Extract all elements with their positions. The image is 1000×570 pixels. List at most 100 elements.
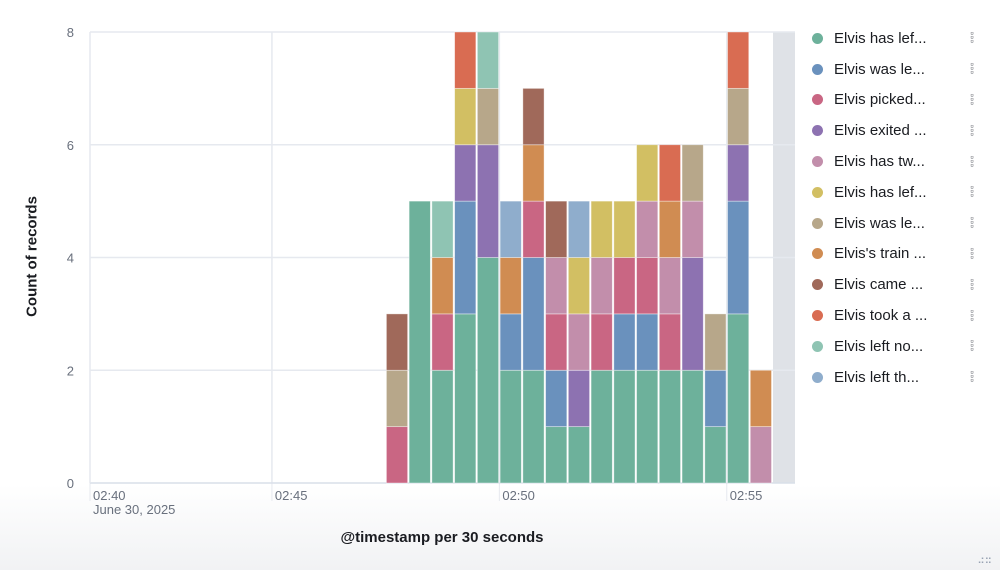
legend-actions-icon[interactable]: ▫ ▫ ▫ <box>970 182 974 201</box>
bar-segment <box>454 200 477 315</box>
bar-segment <box>476 87 500 146</box>
legend-actions-icon[interactable]: ▫ ▫ ▫ <box>970 367 974 386</box>
bar-segment <box>522 200 545 258</box>
legend-actions-icon[interactable]: ▫ ▫ ▫ <box>970 274 974 293</box>
legend-item[interactable]: Elvis was le... ▫ ▫ ▫ <box>812 208 987 239</box>
bar-segment <box>545 313 568 371</box>
bar-segment <box>499 257 522 315</box>
legend-item[interactable]: Elvis picked... ▫ ▫ ▫ <box>812 85 987 116</box>
bar-segment <box>476 144 500 258</box>
bar-segment <box>431 257 454 315</box>
bar-segment <box>658 257 681 315</box>
bar-segment <box>454 144 477 202</box>
legend-color-dot-icon <box>812 156 823 168</box>
legend-color-dot-icon <box>812 340 823 352</box>
bar-segment <box>545 369 568 428</box>
legend: Elvis has lef... ▫ ▫ ▫ Elvis was le... ▫ ▫ ▫ Elv… <box>812 23 987 393</box>
legend-item-label: Elvis was le... <box>834 60 925 78</box>
legend-actions-icon[interactable]: ▫ ▫ ▫ <box>970 336 974 355</box>
y-tick-label: 4 <box>67 251 74 266</box>
legend-item[interactable]: Elvis's train ... ▫ ▫ ▫ <box>812 239 987 270</box>
legend-actions-icon[interactable]: ▫ ▫ ▫ <box>970 213 974 232</box>
legend-item[interactable]: Elvis came ... ▫ ▫ ▫ <box>812 269 987 300</box>
legend-actions-icon[interactable]: ▫ ▫ ▫ <box>970 120 974 139</box>
legend-actions-icon[interactable]: ▫ ▫ ▫ <box>970 305 974 324</box>
bar-segment <box>499 369 522 484</box>
bar-segment <box>727 31 750 89</box>
bar-segment <box>704 369 727 428</box>
bar-segment <box>522 144 545 202</box>
legend-item-label: Elvis took a ... <box>834 307 928 325</box>
legend-actions-icon[interactable]: ▫ ▫ ▫ <box>970 59 974 78</box>
legend-item[interactable]: Elvis left no... ▫ ▫ ▫ <box>812 331 987 362</box>
legend-color-dot-icon <box>812 371 823 383</box>
legend-actions-icon[interactable]: ▫ ▫ ▫ <box>970 243 974 262</box>
legend-color-dot-icon <box>812 279 823 291</box>
legend-item-label: Elvis was le... <box>834 214 925 232</box>
bar-segment <box>590 200 613 258</box>
legend-actions-icon[interactable]: ▫ ▫ ▫ <box>970 28 974 47</box>
bar-segment <box>636 200 659 258</box>
legend-item-label: Elvis has lef... <box>834 29 927 47</box>
x-tick-label: 02:50 <box>502 488 535 503</box>
legend-color-dot-icon <box>812 186 823 198</box>
bar-segment <box>476 31 500 89</box>
bar-segment <box>454 313 477 484</box>
bar-segment <box>590 313 613 371</box>
bar-segment <box>658 313 681 371</box>
bar-segment <box>454 31 477 89</box>
bar-segment <box>545 257 568 315</box>
legend-item-label: Elvis left th... <box>834 368 920 386</box>
legend-color-dot-icon <box>812 248 823 260</box>
bar-segment <box>408 200 431 484</box>
legend-item[interactable]: Elvis has tw... ▫ ▫ ▫ <box>812 146 987 177</box>
legend-item-label: Elvis has tw... <box>834 153 925 171</box>
bar-segment <box>385 426 409 484</box>
bar-segment <box>658 200 681 258</box>
bar-segment <box>613 257 636 315</box>
y-tick-label: 2 <box>67 363 74 378</box>
legend-color-dot-icon <box>812 63 823 75</box>
legend-item[interactable]: Elvis was le... ▫ ▫ ▫ <box>812 54 987 85</box>
x-tick-label: 02:40 <box>93 488 126 503</box>
legend-item[interactable]: Elvis left th... ▫ ▫ ▫ <box>812 362 987 393</box>
bar-segment <box>567 426 590 484</box>
legend-color-dot-icon <box>812 125 823 137</box>
bar-segment <box>727 200 750 315</box>
bar-segment <box>431 313 454 371</box>
y-tick-label: 6 <box>67 138 74 153</box>
bar-segment <box>613 200 636 258</box>
bar-segment <box>567 200 590 258</box>
legend-actions-icon[interactable]: ▫ ▫ ▫ <box>970 151 974 170</box>
bar-segment <box>454 87 477 146</box>
x-axis-title: @timestamp per 30 seconds <box>340 529 544 546</box>
bar-segment <box>499 313 522 371</box>
bar-segment <box>590 369 613 484</box>
legend-item[interactable]: Elvis took a ... ▫ ▫ ▫ <box>812 300 987 331</box>
bar-segment <box>567 313 590 371</box>
legend-item[interactable]: Elvis has lef... ▫ ▫ ▫ <box>812 23 987 54</box>
legend-color-dot-icon <box>812 32 823 44</box>
legend-item[interactable]: Elvis exited ... ▫ ▫ ▫ <box>812 115 987 146</box>
resize-handle-icon[interactable]: ⠠⠤ ⠤⠤ <box>977 552 992 567</box>
bar-segment <box>704 426 727 484</box>
legend-item-label: Elvis came ... <box>834 276 924 294</box>
bar-segment <box>613 313 636 371</box>
bar-segment <box>636 369 659 484</box>
y-axis-title: Count of records <box>23 196 41 317</box>
legend-item-label: Elvis's train ... <box>834 245 927 263</box>
legend-item[interactable]: Elvis has lef... ▫ ▫ ▫ <box>812 177 987 208</box>
legend-color-dot-icon <box>812 94 823 106</box>
bar-segment <box>727 87 750 146</box>
bar-segment <box>613 369 636 484</box>
legend-item-label: Elvis picked... <box>834 91 926 109</box>
bar-segment <box>545 426 568 484</box>
legend-color-dot-icon <box>812 217 823 229</box>
bar-segment <box>431 369 454 484</box>
legend-actions-icon[interactable]: ▫ ▫ ▫ <box>970 89 974 108</box>
bar-segment <box>704 313 727 371</box>
bar-segment <box>658 369 681 484</box>
bar-segment <box>385 313 409 371</box>
bar-segment <box>476 257 500 484</box>
